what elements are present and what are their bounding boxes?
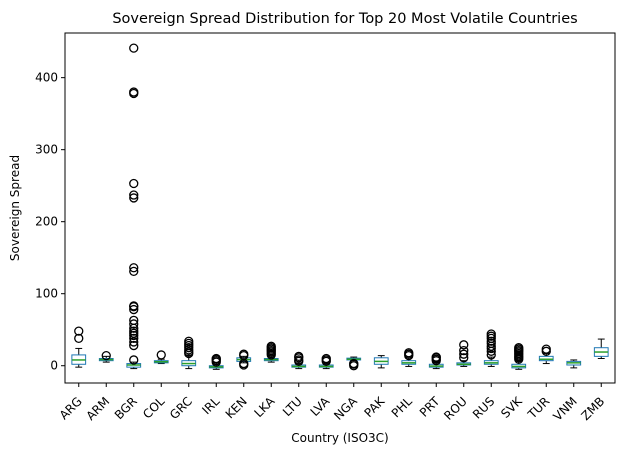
outlier-point — [459, 345, 469, 356]
y-tick-label: 300 — [35, 143, 58, 157]
outlier-point — [129, 304, 139, 315]
outlier-point — [129, 333, 139, 343]
outlier-point — [486, 329, 496, 339]
outlier-point — [129, 266, 139, 277]
outlier-point — [129, 319, 139, 329]
outlier-point — [514, 343, 524, 353]
outlier-point — [129, 190, 139, 200]
outlier-point — [349, 358, 359, 369]
outlier-point — [129, 301, 139, 311]
outlier-point — [129, 43, 139, 53]
outlier-point — [129, 340, 139, 351]
y-tick-label: 0 — [50, 359, 58, 373]
outlier-point — [129, 315, 139, 325]
outlier-point — [486, 336, 496, 346]
outlier-point — [459, 340, 469, 350]
outlier-point — [101, 350, 111, 361]
outlier-point — [156, 350, 166, 360]
outlier-point — [459, 353, 469, 363]
outlier-point — [459, 349, 469, 359]
y-axis-label: Sovereign Spread — [8, 155, 22, 261]
outlier-point — [129, 193, 139, 203]
outlier-point — [404, 348, 414, 358]
y-tick-label: 400 — [35, 71, 58, 85]
outlier-point — [129, 87, 139, 97]
outlier-point — [541, 344, 551, 354]
outlier-point — [321, 353, 331, 364]
outlier-point — [129, 178, 139, 189]
outlier-point — [74, 326, 84, 336]
outlier-point — [294, 351, 304, 362]
x-axis-label: Country (ISO3C) — [291, 431, 388, 445]
outlier-point — [129, 355, 139, 365]
y-tick-label: 200 — [35, 215, 58, 229]
outlier-point — [431, 352, 441, 362]
chart-title: Sovereign Spread Distribution for Top 20… — [112, 11, 577, 27]
outlier-point — [211, 353, 221, 364]
outlier-point — [184, 336, 194, 346]
y-tick-label: 100 — [35, 287, 58, 301]
axes-frame — [64, 32, 616, 384]
outlier-point — [129, 263, 139, 273]
outlier-point — [129, 326, 139, 336]
outlier-point — [239, 349, 249, 359]
outlier-point — [266, 341, 276, 351]
outlier-point — [74, 333, 84, 343]
